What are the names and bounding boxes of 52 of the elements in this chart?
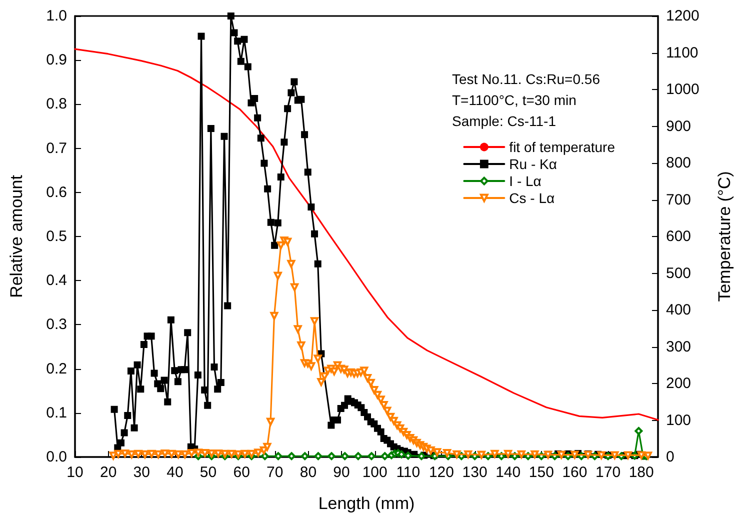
x-tick-label: 60	[233, 464, 250, 481]
x-tick-label: 90	[333, 464, 350, 481]
x-axis-title: Length (mm)	[318, 494, 415, 513]
x-tick-label: 10	[66, 464, 84, 481]
annotation: Sample: Cs-11-1	[452, 113, 556, 129]
y-tick-label: 0.0	[46, 448, 67, 466]
x-tick-label: 180	[628, 464, 654, 481]
y-tick-label: 0.5	[46, 228, 67, 245]
x-tick-label: 120	[428, 464, 454, 481]
x-tick-label: 150	[528, 464, 554, 481]
annotation: T=1100°C, t=30 min	[452, 92, 576, 108]
y2-tick-label: 200	[666, 375, 692, 392]
x-tick-label: 50	[200, 464, 217, 481]
x-tick-label: 70	[266, 464, 284, 481]
x-tick-label: 160	[562, 464, 588, 481]
y-tick-label: 0.7	[46, 140, 67, 157]
y2-tick-label: 500	[666, 264, 692, 282]
y-tick-label: 0.2	[46, 360, 67, 378]
y2-tick-label: 300	[666, 338, 692, 356]
y-tick-label: 0.4	[46, 272, 67, 290]
x-tick-label: 130	[462, 464, 488, 481]
y2-tick-label: 1100	[666, 44, 698, 62]
x-tick-label: 20	[100, 464, 117, 481]
x-tick-label: 30	[133, 464, 150, 481]
y-tick-label: 0.8	[46, 96, 67, 113]
y2-tick-label: 1000	[666, 81, 700, 98]
x-tick-label: 40	[166, 464, 184, 481]
legend-label: Cs - Lα	[509, 190, 555, 206]
y2-axis-title: Temperature (°C)	[715, 171, 734, 302]
x-tick-label: 170	[596, 464, 621, 481]
y2-tick-label: 600	[666, 228, 692, 245]
y2-tick-label: 1200	[666, 8, 700, 24]
y2-tick-label: 0	[666, 448, 674, 466]
x-tick-label: 80	[300, 464, 317, 481]
y2-tick-label: 700	[666, 191, 692, 208]
y2-tick-label: 100	[666, 412, 692, 429]
y-tick-label: 1.0	[46, 8, 67, 24]
y-tick-label: 0.9	[46, 52, 67, 69]
y2-tick-label: 800	[666, 154, 692, 172]
y-axis-title: Relative amount	[7, 174, 26, 298]
legend-label: Ru - Kα	[509, 156, 557, 172]
legend-label: fit of temperature	[509, 139, 616, 155]
annotation: Test No.11. Cs:Ru=0.56	[452, 71, 600, 87]
y-tick-label: 0.3	[46, 316, 67, 334]
y2-tick-label: 900	[666, 118, 692, 135]
y2-tick-label: 400	[666, 302, 692, 318]
x-tick-label: 100	[362, 464, 388, 481]
x-tick-label: 140	[496, 464, 521, 481]
y-tick-label: 0.1	[46, 404, 67, 422]
y-tick-label: 0.6	[46, 184, 67, 201]
legend-label: I - Lα	[509, 173, 542, 189]
x-tick-label: 110	[396, 464, 420, 481]
